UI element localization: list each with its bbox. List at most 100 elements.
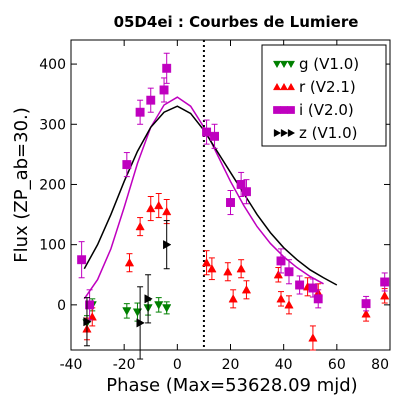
data-point: [135, 99, 145, 125]
i-marker: [202, 127, 212, 137]
data-point: [228, 289, 238, 309]
i-marker: [85, 300, 95, 310]
y-tick-label: 0: [57, 298, 66, 314]
i-marker: [284, 267, 294, 277]
x-axis-label: Phase (Max=53628.09 mjd): [106, 375, 357, 396]
r-marker: [273, 270, 283, 279]
data-point: [135, 217, 145, 237]
g-marker: [122, 307, 132, 316]
data-point: [284, 295, 294, 315]
i-marker: [210, 131, 220, 141]
y-axis: 0 100 200 300 400: [39, 57, 390, 314]
i-marker: [313, 294, 323, 304]
i-marker: [236, 180, 246, 189]
z-marker: [83, 317, 92, 327]
r-marker: [380, 291, 390, 300]
legend-label: r (V2.1): [299, 78, 356, 96]
data-point: [236, 171, 246, 198]
legend-entry-g: g (V1.0): [272, 55, 359, 73]
data-point: [380, 272, 390, 292]
data-point: [242, 179, 251, 205]
data-point: [361, 295, 371, 312]
i-marker: [380, 277, 390, 287]
data-point: [159, 77, 169, 103]
legend-marker: [272, 60, 282, 69]
legend-marker: [286, 60, 296, 69]
data-point: [146, 196, 156, 222]
data-point: [122, 152, 132, 178]
legend-marker: [279, 82, 289, 91]
x-tick-label: 0: [173, 357, 182, 373]
r-marker: [236, 264, 246, 273]
y-axis-label: Flux (ZP_ab=30.): [11, 107, 32, 263]
data-point: [226, 189, 235, 216]
data-point: [273, 267, 283, 283]
data-points: [77, 52, 390, 360]
legend-marker: [280, 128, 289, 138]
x-tick-label: -40: [60, 357, 83, 373]
legend-marker: [279, 60, 289, 69]
data-point: [201, 250, 212, 276]
legend-label: i (V2.0): [299, 101, 354, 119]
r-marker: [201, 258, 212, 267]
r-marker: [241, 285, 252, 294]
data-point: [236, 259, 246, 279]
data-point: [162, 52, 172, 84]
x-tick-label: 40: [275, 357, 293, 373]
legend-entry-z: z (V1.0): [273, 124, 357, 142]
data-point: [122, 303, 132, 319]
z-marker: [163, 240, 172, 250]
legend-marker: [280, 106, 288, 114]
g-marker: [162, 304, 172, 313]
r-marker: [146, 203, 156, 213]
g-marker: [132, 308, 143, 317]
x-tick-label: 80: [371, 357, 389, 373]
x-axis: -40 -20 0 20 40 60 80: [60, 40, 391, 373]
r-marker: [228, 294, 238, 303]
data-point: [276, 248, 286, 274]
chart-title: 05D4ei : Courbes de Lumiere: [114, 13, 359, 31]
i-marker: [77, 255, 87, 265]
y-tick-label: 400: [39, 57, 66, 73]
i-marker: [276, 256, 286, 266]
data-point: [202, 119, 212, 145]
data-point: [154, 297, 164, 313]
r-marker: [361, 309, 371, 318]
g-marker: [154, 301, 164, 310]
legend-marker: [286, 82, 296, 91]
series-i: [77, 52, 390, 321]
data-point: [144, 274, 153, 324]
r-marker: [207, 264, 217, 273]
i-marker: [146, 95, 156, 105]
i-marker: [159, 85, 169, 95]
i-marker: [135, 107, 145, 117]
data-point: [210, 123, 220, 149]
y-tick-label: 200: [39, 177, 66, 193]
r-marker: [284, 300, 294, 309]
z-marker: [136, 318, 145, 328]
data-point: [308, 325, 318, 351]
y-tick-label: 100: [39, 238, 66, 254]
legend-marker: [287, 106, 295, 114]
legend-label: z (V1.0): [299, 124, 357, 142]
r-marker: [223, 267, 233, 276]
data-point: [223, 262, 233, 282]
data-point: [241, 280, 252, 300]
legend-marker: [272, 82, 282, 91]
r-marker: [124, 258, 135, 267]
i-marker: [308, 283, 318, 293]
r-marker: [276, 294, 286, 303]
data-point: [124, 253, 135, 273]
data-point: [276, 291, 286, 307]
data-point: [136, 286, 145, 360]
x-tick-label: -20: [113, 357, 136, 373]
y-tick-label: 300: [39, 117, 66, 133]
series-z: [83, 220, 172, 360]
x-tick-label: 60: [328, 357, 346, 373]
legend-entry-i: i (V2.0): [273, 101, 354, 119]
data-point: [163, 220, 172, 270]
r-marker: [154, 200, 164, 210]
i-marker: [162, 63, 172, 73]
i-marker: [122, 160, 132, 170]
